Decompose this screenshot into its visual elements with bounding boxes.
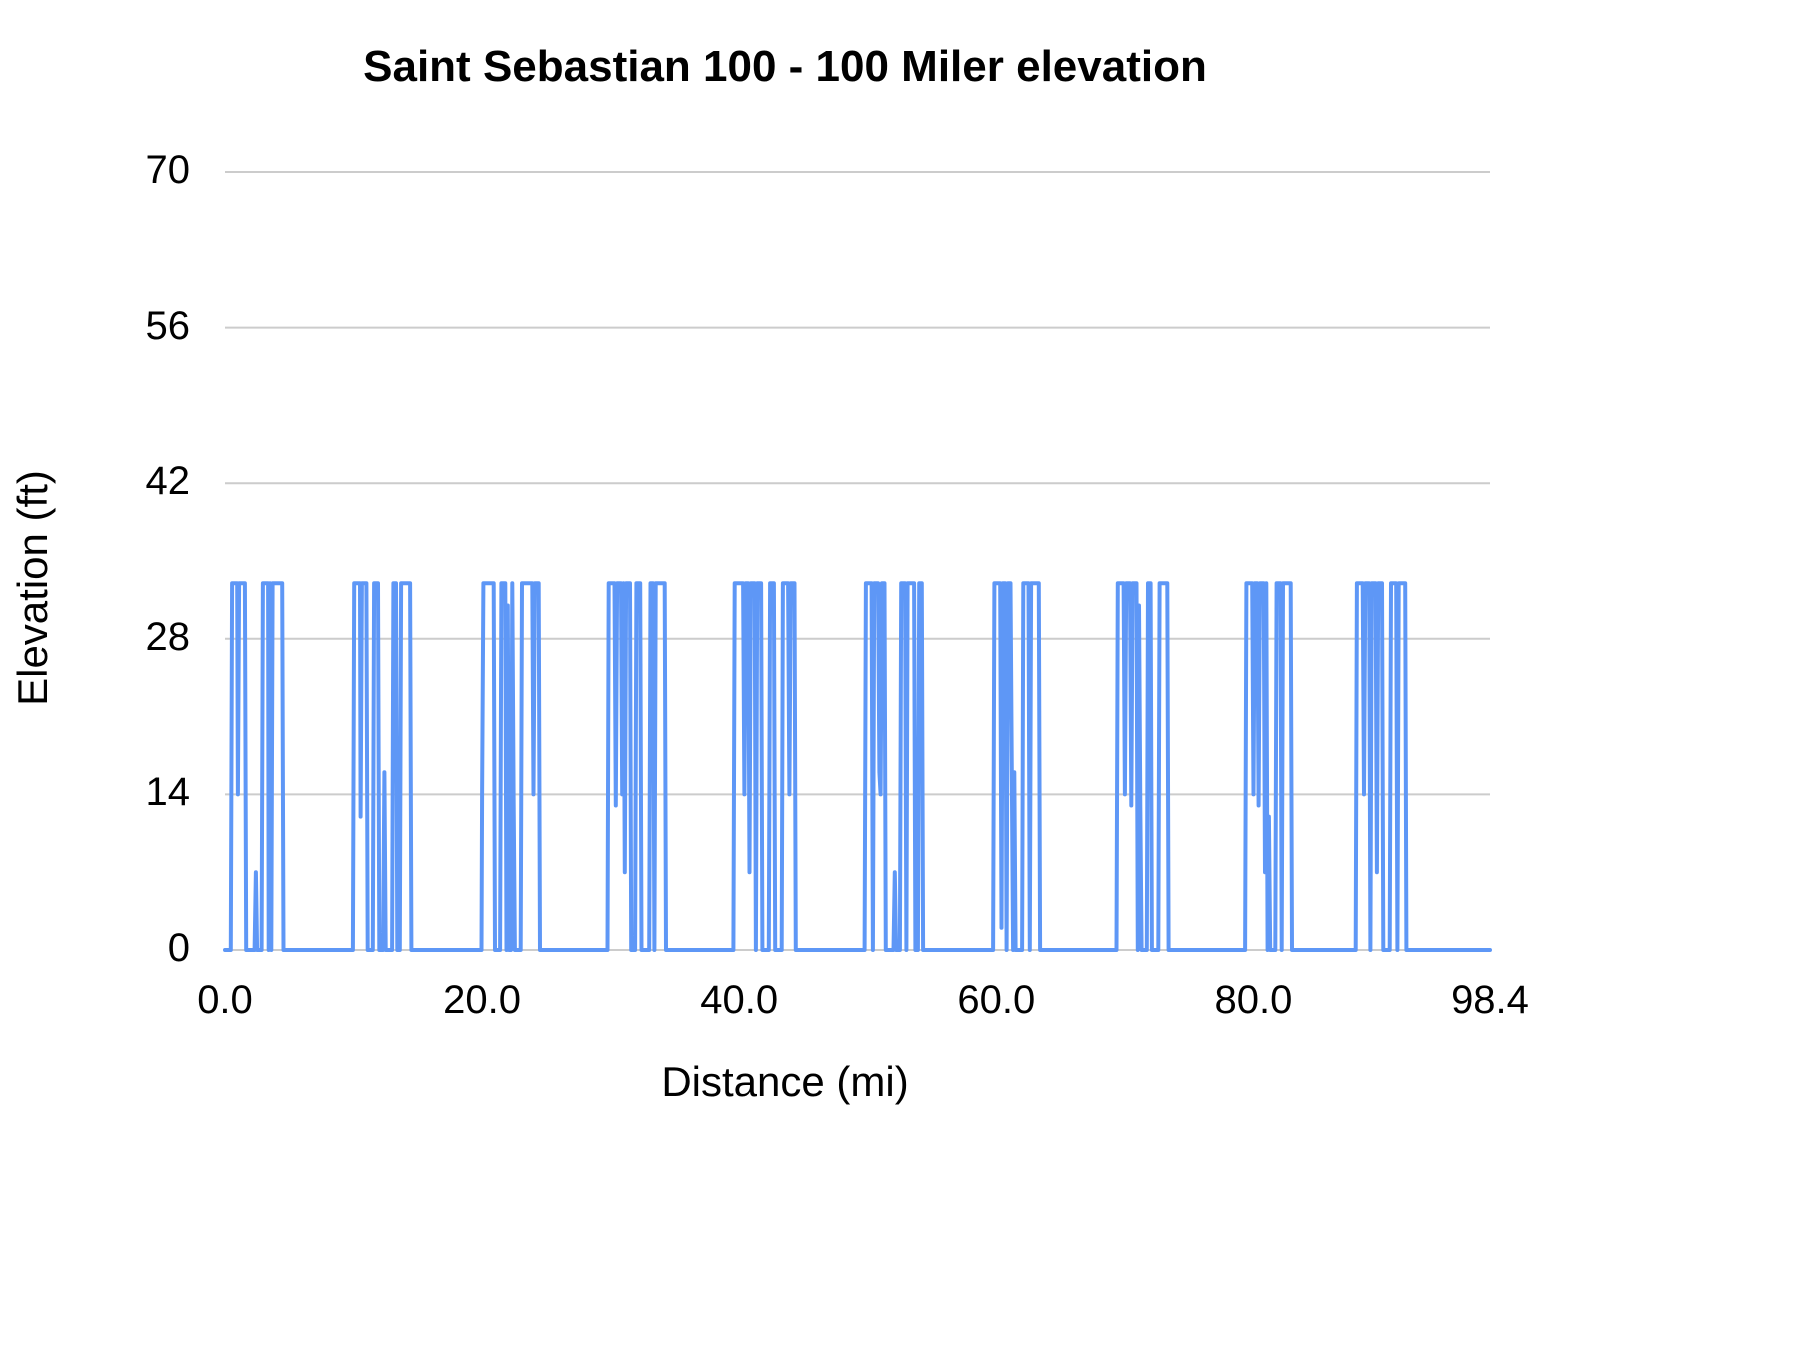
y-tick-label: 70 — [145, 148, 191, 192]
y-tick-label: 42 — [145, 459, 191, 504]
x-axis-title: Distance (mi) — [661, 1058, 909, 1105]
x-tick-label: 60.0 — [957, 978, 1036, 1022]
y-tick-label: 14 — [145, 770, 191, 815]
x-tick-label: 98.4 — [1451, 978, 1529, 1022]
x-tick-label: 0.0 — [197, 978, 253, 1022]
x-tick-label: 80.0 — [1214, 978, 1293, 1022]
chart-title: Saint Sebastian 100 - 100 Miler elevatio… — [363, 42, 1207, 91]
x-tick-label: 40.0 — [700, 978, 779, 1022]
y-tick-label: 56 — [145, 303, 191, 348]
elevation-line-series — [223, 581, 1492, 952]
y-tick-label: 0 — [167, 926, 190, 970]
x-tick-label: 20.0 — [443, 978, 522, 1022]
y-tick-label: 28 — [145, 614, 191, 659]
